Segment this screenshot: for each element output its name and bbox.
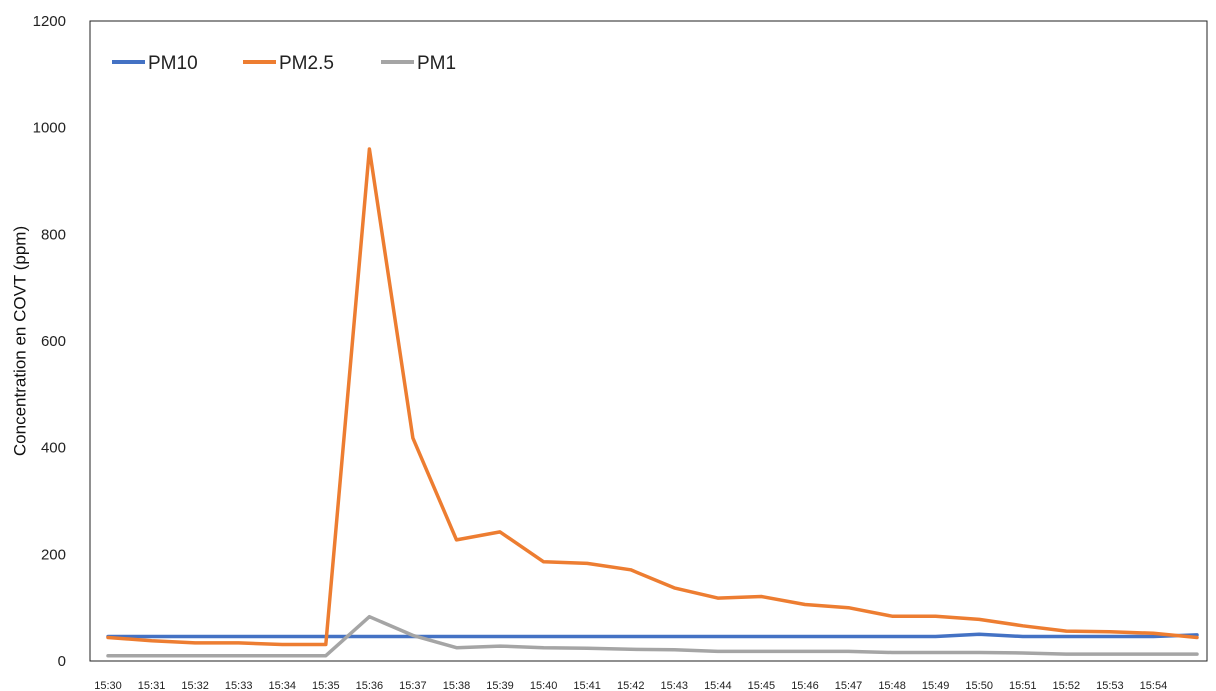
y-tick-label: 400: [41, 440, 66, 457]
x-tick-label: 15:44: [704, 680, 732, 691]
series-line-pm10: [106, 632, 1199, 639]
legend-label: PM2.5: [279, 53, 334, 74]
y-tick-label: 800: [41, 226, 66, 243]
x-tick-label: 15:50: [965, 680, 993, 691]
x-tick-label: 15:32: [181, 680, 209, 691]
x-axis-ticks: 15:30 15:31 15:32 15:33 15:34 15:35 15:36 15:37…: [94, 680, 1167, 691]
x-tick-label: 15:52: [1053, 680, 1081, 691]
legend-label: PM10: [148, 53, 198, 74]
x-tick-label: 15:48: [878, 680, 906, 691]
legend: PM10 PM2.5 PM1: [112, 53, 456, 74]
y-axis-ticks: 0 200 400 600 800 1000 1200: [33, 13, 66, 670]
y-axis-label: Concentration en COVT (ppm): [10, 226, 29, 456]
x-tick-label: 15:46: [791, 680, 819, 691]
x-tick-label: 15:54: [1140, 680, 1168, 691]
x-tick-label: 15:45: [748, 680, 776, 691]
x-tick-label: 15:47: [835, 680, 863, 691]
legend-label: PM1: [417, 53, 456, 74]
x-tick-label: 15:33: [225, 680, 253, 691]
y-tick-label: 600: [41, 333, 66, 350]
x-tick-label: 15:53: [1096, 680, 1124, 691]
x-tick-label: 15:38: [443, 680, 471, 691]
y-tick-label: 0: [58, 653, 66, 670]
x-tick-label: 15:49: [922, 680, 950, 691]
x-tick-label: 15:37: [399, 680, 427, 691]
y-tick-label: 200: [41, 546, 66, 563]
x-tick-label: 15:35: [312, 680, 340, 691]
x-tick-label: 15:31: [138, 680, 166, 691]
y-tick-label: 1000: [33, 120, 66, 137]
plot-frame: [89, 20, 1208, 662]
series-line-pm2-5: [106, 147, 1199, 647]
x-tick-label: 15:36: [356, 680, 384, 691]
series-line-pm1: [106, 614, 1199, 658]
x-tick-label: 15:43: [661, 680, 689, 691]
x-tick-label: 15:40: [530, 680, 558, 691]
x-tick-label: 15:51: [1009, 680, 1037, 691]
x-tick-label: 15:34: [268, 680, 296, 691]
y-tick-label: 1200: [33, 13, 66, 30]
series-lines: [106, 147, 1199, 658]
x-tick-label: 15:30: [94, 680, 122, 691]
x-tick-label: 15:42: [617, 680, 645, 691]
x-tick-label: 15:39: [486, 680, 514, 691]
x-tick-label: 15:41: [573, 680, 601, 691]
